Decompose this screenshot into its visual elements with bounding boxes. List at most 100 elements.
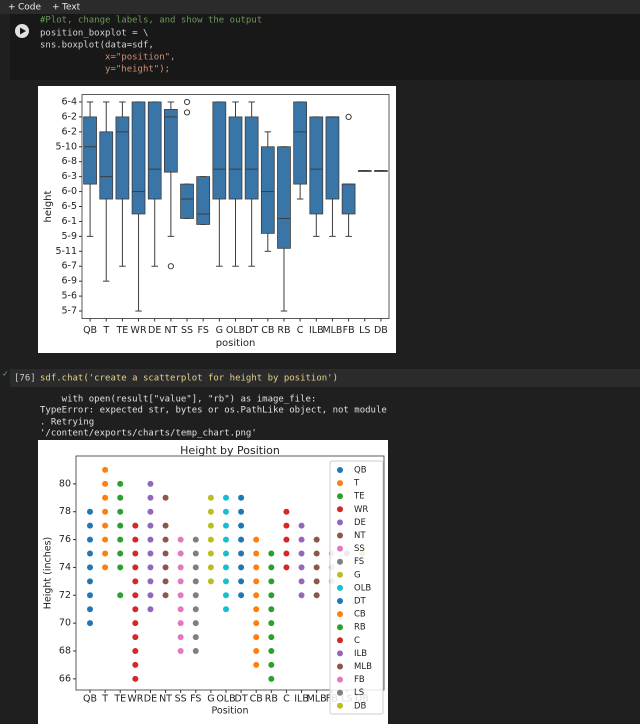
legend-label: TE [353,492,365,502]
point [102,550,109,557]
point [102,466,109,473]
add-code-button[interactable]: Code [18,3,42,13]
point [298,578,305,585]
legend-marker [337,467,343,473]
point [117,592,124,599]
point [162,578,169,585]
x-tick-label: DT [245,325,258,336]
x-tick-label: FS [190,694,201,705]
legend-marker [337,663,343,670]
point [192,536,199,543]
point [147,550,154,557]
point [283,564,290,571]
x-tick-label: RB [277,325,290,336]
box [341,183,356,215]
point [177,620,184,627]
x-tick-label: FS [198,325,209,336]
point [87,508,93,515]
point [87,592,93,599]
point [238,550,245,557]
x-tick-label: NT [164,325,177,336]
y-tick-label: 5-9 [61,231,77,242]
x-tick-label: CB [250,694,263,705]
add-text-button[interactable]: Text [61,3,81,13]
outlier [167,263,174,270]
legend-marker [337,480,343,487]
x-tick-label: ILB [294,694,309,705]
point [253,550,260,557]
point [192,592,199,599]
code-line: #Plot, change labels, and show the outpu… [40,16,262,26]
point [117,536,124,543]
point [207,550,214,557]
x-tick-label: FB [343,325,355,336]
box [244,116,259,200]
point [162,592,169,599]
output-line: . Retrying [40,418,94,428]
toolbar-plus[interactable]: + [52,3,60,13]
point [102,480,109,487]
y-tick-label: 5-11 [55,246,77,257]
point [132,634,139,641]
point [147,494,154,501]
legend-marker [337,519,343,526]
y-tick-label: 70 [59,618,71,629]
legend-marker [337,689,343,696]
point [132,550,139,557]
y-tick-label: 78 [59,506,71,517]
point [207,536,214,543]
code-cell [10,369,640,387]
output-line: TypeError: expected str, bytes or os.Pat… [40,406,387,416]
legend-label: RB [354,623,366,633]
legend-marker [337,493,343,500]
box [212,101,227,200]
box [277,146,291,249]
point [238,494,245,501]
x-axis-label: Position [212,706,249,717]
point [147,536,154,543]
y-tick-label: 5-7 [61,306,77,317]
run-icon [20,27,26,35]
point [132,661,139,668]
legend-label: NT [354,531,366,541]
point [313,550,320,557]
y-tick-label: 5-10 [55,141,77,152]
point [207,578,214,585]
x-tick-label: OLB [216,694,235,705]
point [253,592,260,599]
point [192,564,199,571]
y-tick-label: 6-5 [61,201,77,212]
point [177,550,184,557]
point [132,536,139,543]
box [196,176,211,225]
legend-label: SS [354,544,365,554]
point [102,564,109,571]
point [222,550,229,557]
point [238,522,245,529]
y-tick-label: 72 [59,590,71,601]
box [309,116,324,215]
box [293,101,307,185]
y-tick-label: 6-9 [61,276,77,287]
legend-marker [337,702,343,709]
output-line: with open(result["value"], "rb") as imag… [40,395,316,405]
point [222,606,229,613]
point [313,592,320,599]
point [102,536,109,543]
point [268,634,275,641]
point [147,480,154,487]
box [83,116,97,185]
point [132,620,139,627]
point [253,536,260,543]
point [147,606,154,613]
legend-marker [337,598,343,604]
legend [329,460,384,715]
point [298,564,305,571]
point [268,675,275,682]
toolbar-plus[interactable]: + [8,3,16,13]
y-axis-label: Height (inches) [43,537,54,610]
point [177,536,184,543]
toolbar [0,0,640,14]
x-tick-label: TE [115,325,128,336]
legend-marker [337,676,343,683]
